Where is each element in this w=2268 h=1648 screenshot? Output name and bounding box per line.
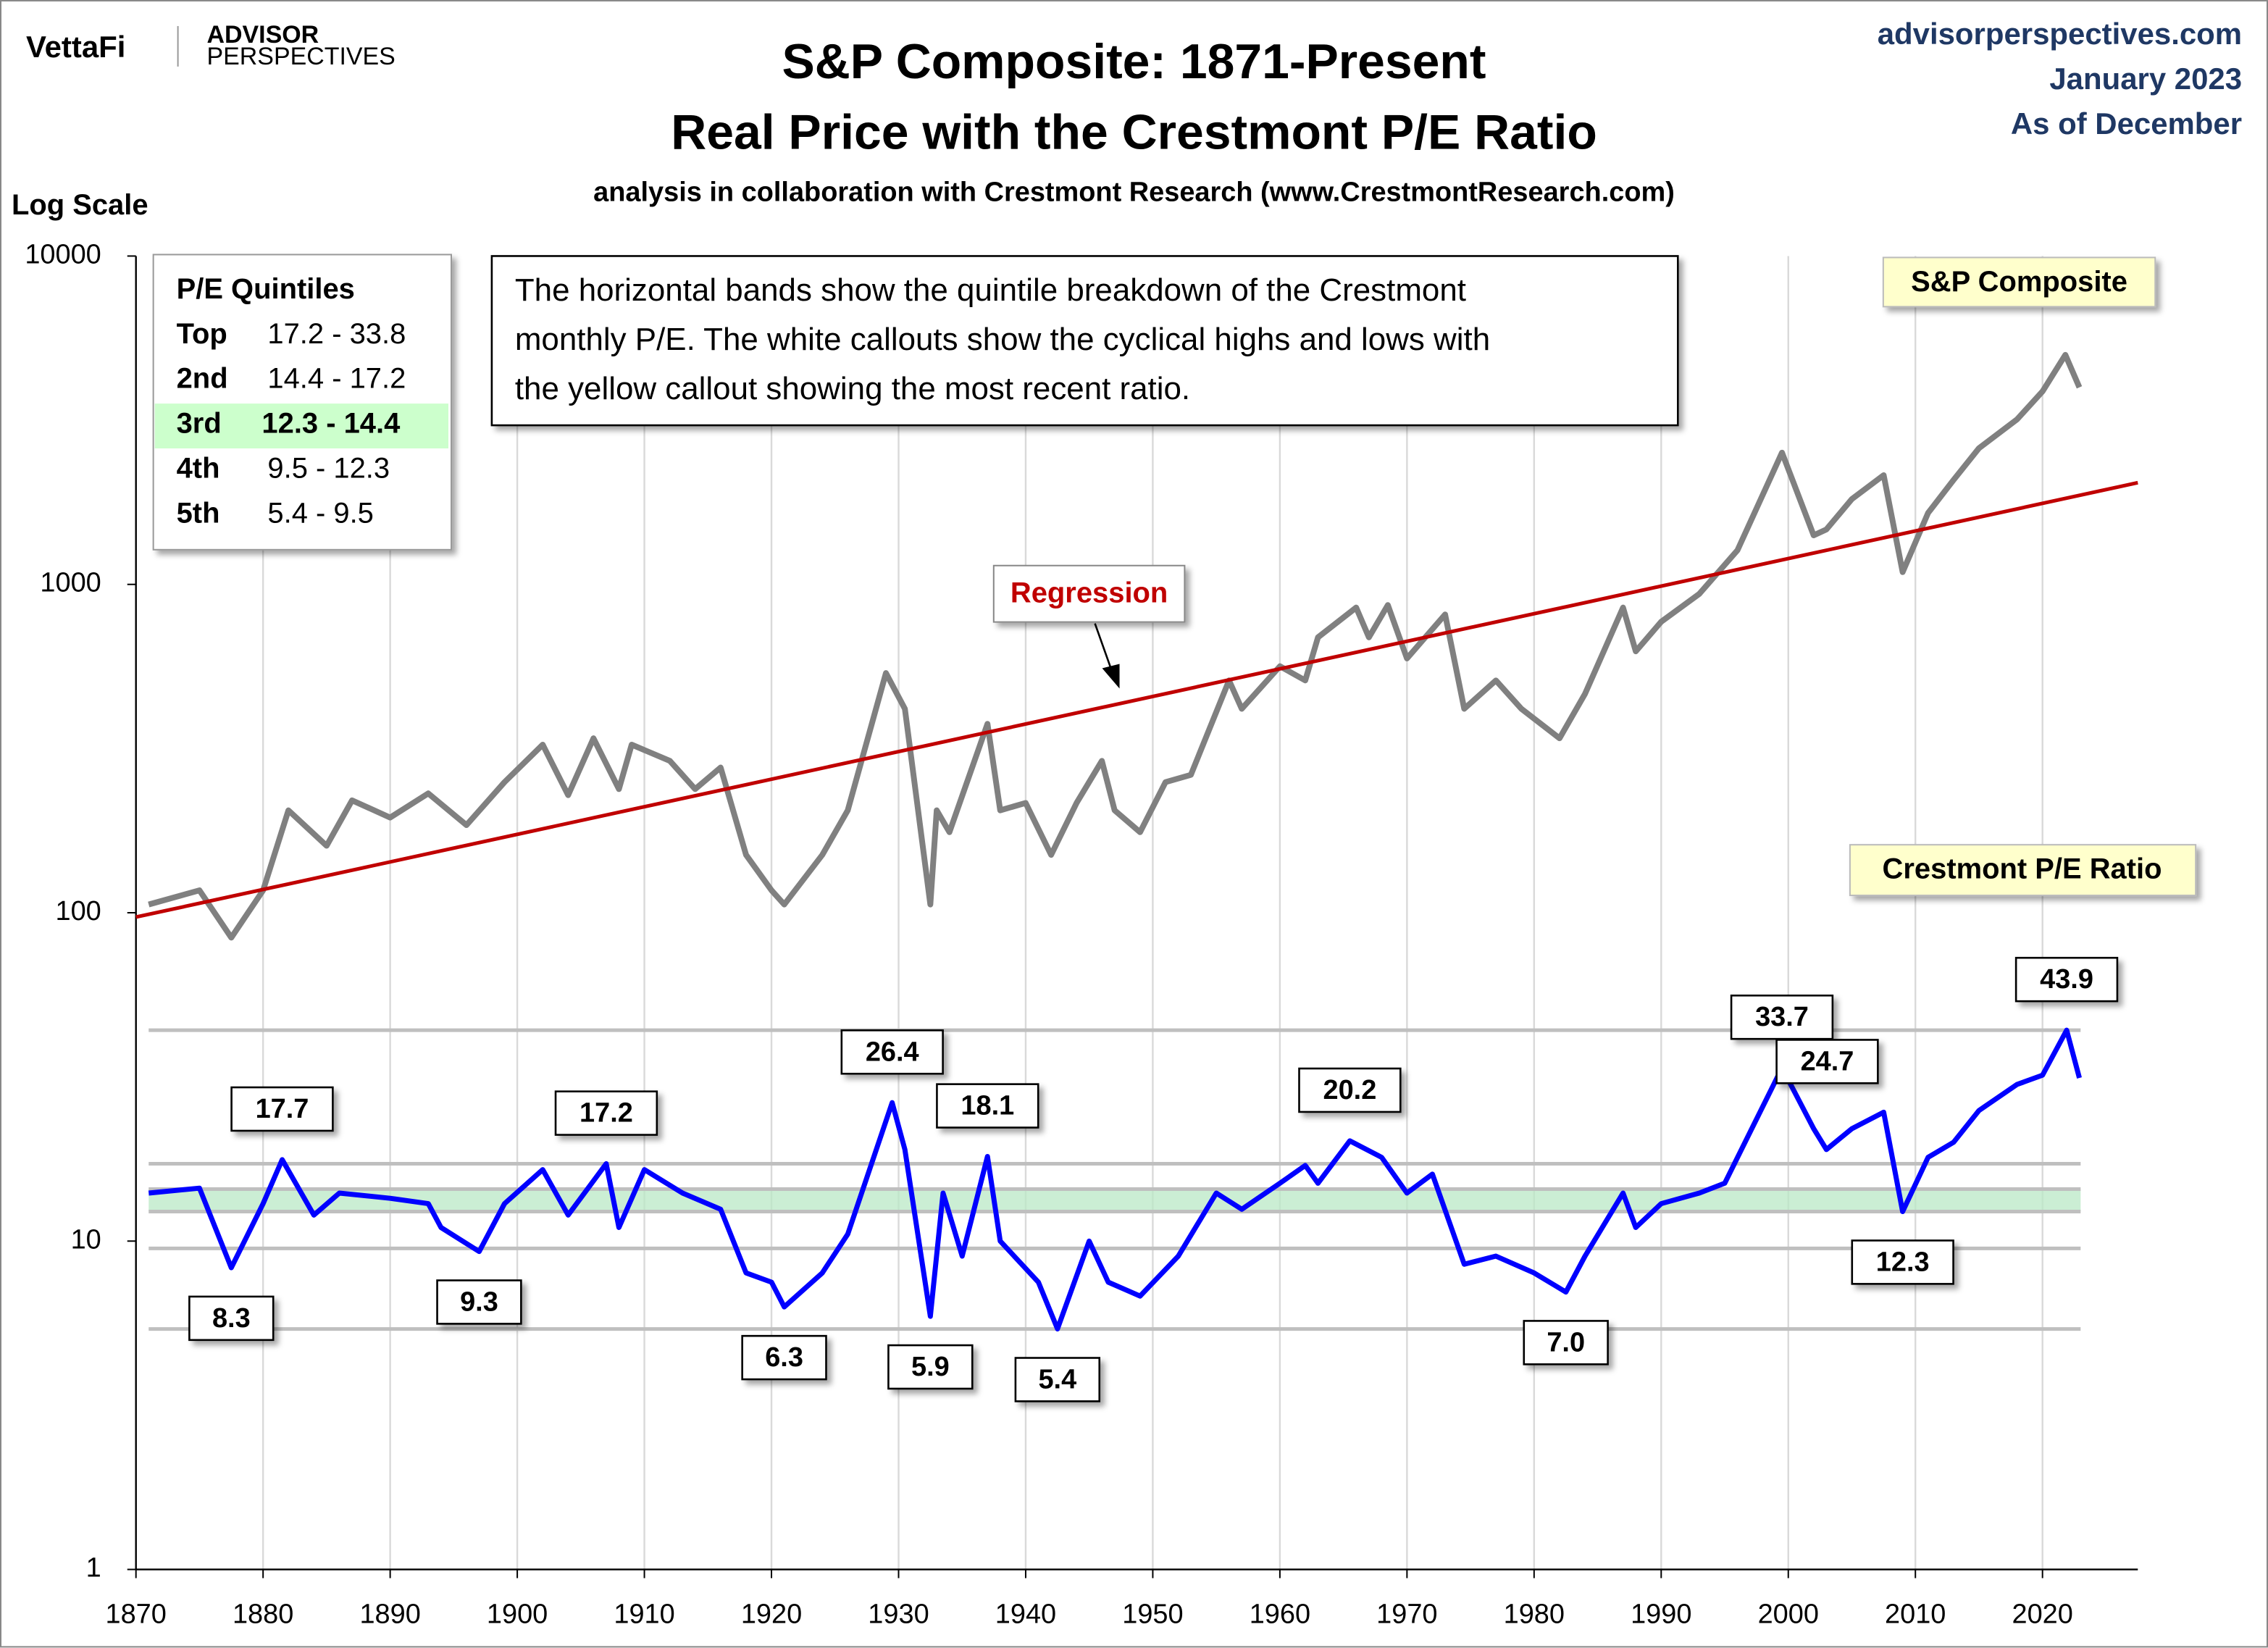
callout-label: 17.7 <box>256 1094 309 1124</box>
series-label: S&P Composite <box>1911 266 2127 298</box>
series-line <box>135 480 2138 919</box>
series-label: Crestmont P/E Ratio <box>1883 853 2162 885</box>
regression-box <box>992 564 1186 623</box>
callout-label: 6.3 <box>765 1342 803 1373</box>
date: January 2023 <box>2049 62 2242 96</box>
site: advisorperspectives.com <box>1878 17 2242 51</box>
callout-label: 12.3 <box>1876 1247 1930 1277</box>
series-label-box <box>1849 844 2197 897</box>
note-text: the yellow callout showing the most rece… <box>515 371 1190 406</box>
callout-box <box>1775 1039 1879 1084</box>
quintile-name: 5th <box>177 497 220 529</box>
callout-box <box>887 1344 974 1390</box>
callout-label: 5.4 <box>1038 1364 1076 1394</box>
regression-label: Regression <box>1010 577 1168 608</box>
note-text: The horizontal bands show the quintile b… <box>515 272 1466 308</box>
callout-label: 8.3 <box>212 1303 251 1334</box>
x-tick-label: 1910 <box>614 1599 674 1629</box>
callout-label: 18.1 <box>961 1091 1014 1121</box>
x-tick-label: 1970 <box>1376 1599 1437 1629</box>
y-tick-label: 10000 <box>25 239 101 269</box>
quintile-range: 5.4 - 9.5 <box>267 497 373 529</box>
x-tick-label: 1930 <box>868 1599 929 1629</box>
callout-label: 43.9 <box>2040 964 2093 995</box>
quintile-range: 14.4 - 17.2 <box>267 363 406 395</box>
quintile-name: 3rd <box>177 408 222 440</box>
series-label-box <box>1882 256 2156 308</box>
y-tick-label: 1000 <box>40 568 101 598</box>
note-text: monthly P/E. The white callouts show the… <box>515 322 1490 357</box>
x-tick-label: 1890 <box>359 1599 420 1629</box>
y-tick-label: 1 <box>86 1553 101 1584</box>
callout-label: 5.9 <box>911 1352 950 1382</box>
x-tick-label: 2020 <box>2012 1599 2073 1629</box>
callout-label: 26.4 <box>866 1037 919 1067</box>
arrow <box>1094 623 1112 669</box>
series-line <box>148 1027 2082 1331</box>
series-line <box>148 351 2083 941</box>
callout-box <box>230 1086 334 1132</box>
chart-subtitle: analysis in collaboration with Crestmont… <box>593 177 1675 208</box>
logo: PERSPECTIVES <box>207 43 396 70</box>
quintile-box <box>152 254 453 551</box>
x-tick-label: 1990 <box>1631 1599 1691 1629</box>
note-box <box>490 255 1679 427</box>
x-tick-label: 1870 <box>106 1599 167 1629</box>
callout-label: 20.2 <box>1323 1075 1376 1105</box>
x-tick-label: 1980 <box>1504 1599 1565 1629</box>
callout-box <box>188 1295 275 1342</box>
x-tick-label: 1900 <box>487 1599 548 1629</box>
quintile-range: 9.5 - 12.3 <box>267 453 390 485</box>
quintile-title: P/E Quintiles <box>177 273 355 305</box>
x-tick-label: 1880 <box>233 1599 293 1629</box>
chart-title: Real Price with the Crestmont P/E Ratio <box>671 106 1597 160</box>
callout-box <box>2014 956 2119 1003</box>
callout-box <box>1730 994 1834 1040</box>
logo: ADVISOR <box>207 21 319 49</box>
highlight-band <box>148 1189 2081 1212</box>
quintile-name: Top <box>177 318 227 350</box>
callout-label: 24.7 <box>1801 1046 1854 1076</box>
y-tick-label: 100 <box>55 896 101 927</box>
callout-box <box>554 1090 658 1136</box>
callout-box <box>1851 1239 1954 1285</box>
callout-box <box>1014 1357 1101 1402</box>
callout-label: 9.3 <box>460 1287 498 1317</box>
callout-box <box>741 1334 827 1381</box>
quintile-range: 17.2 - 33.8 <box>267 318 406 350</box>
callout-label: 33.7 <box>1755 1002 1809 1032</box>
callout-box <box>840 1029 944 1075</box>
callout-label: 17.2 <box>579 1098 633 1129</box>
x-tick-label: 1960 <box>1250 1599 1310 1629</box>
x-tick-label: 1920 <box>741 1599 802 1629</box>
callout-box <box>436 1279 522 1325</box>
callout-box <box>936 1083 1039 1129</box>
quintile-name: 4th <box>177 453 220 485</box>
x-tick-label: 2010 <box>1885 1599 1946 1629</box>
x-tick-label: 2000 <box>1758 1599 1819 1629</box>
as-of: As of December <box>2011 106 2242 141</box>
y-tick-label: 10 <box>71 1224 101 1255</box>
callout-label: 7.0 <box>1547 1327 1585 1358</box>
quintile-range: 12.3 - 14.4 <box>261 408 400 440</box>
arrow-head <box>1102 664 1120 689</box>
chart-title: S&P Composite: 1871-Present <box>782 35 1486 89</box>
quintile-name: 2nd <box>177 363 228 395</box>
logo: VettaFi <box>26 30 125 64</box>
y-axis-label: Log Scale <box>12 189 148 221</box>
x-tick-label: 1950 <box>1122 1599 1183 1629</box>
callout-box <box>1298 1067 1402 1113</box>
callout-box <box>1523 1320 1609 1365</box>
quintile-highlight <box>154 403 449 449</box>
x-tick-label: 1940 <box>995 1599 1056 1629</box>
